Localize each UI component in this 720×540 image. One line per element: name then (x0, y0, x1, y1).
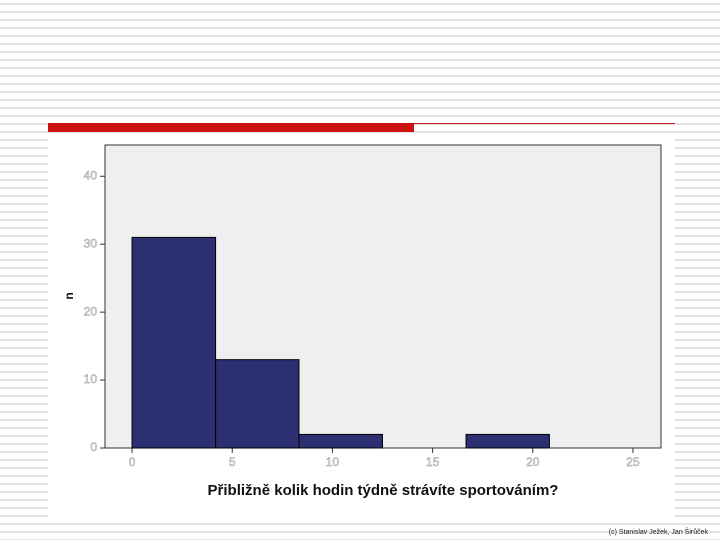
bar (298, 433, 383, 449)
x-tick-label: 5 (229, 455, 236, 469)
y-tick-label: 0 (90, 440, 97, 454)
bar (131, 236, 217, 449)
y-tick-label: 10 (84, 372, 98, 386)
y-tick-label: 40 (84, 168, 98, 182)
bar (465, 433, 550, 449)
x-tick-label: 20 (526, 455, 540, 469)
accent-bar (48, 123, 414, 132)
x-tick-label: 25 (626, 455, 640, 469)
x-tick-label: 15 (426, 455, 440, 469)
y-axis-title: n (62, 292, 76, 299)
y-tick-label: 20 (84, 304, 98, 318)
x-tick-label: 0 (129, 455, 136, 469)
x-axis-title: Přibližně kolik hodin týdně strávíte spo… (208, 482, 559, 499)
histogram: 0 10 20 30 40 0 5 10 15 20 25 (83, 168, 640, 469)
bar (215, 359, 300, 449)
x-tick-label: 10 (326, 455, 340, 469)
y-tick-label: 30 (84, 236, 98, 250)
footer: (c) Stanislav Ježek, Jan Širůček (609, 527, 709, 536)
